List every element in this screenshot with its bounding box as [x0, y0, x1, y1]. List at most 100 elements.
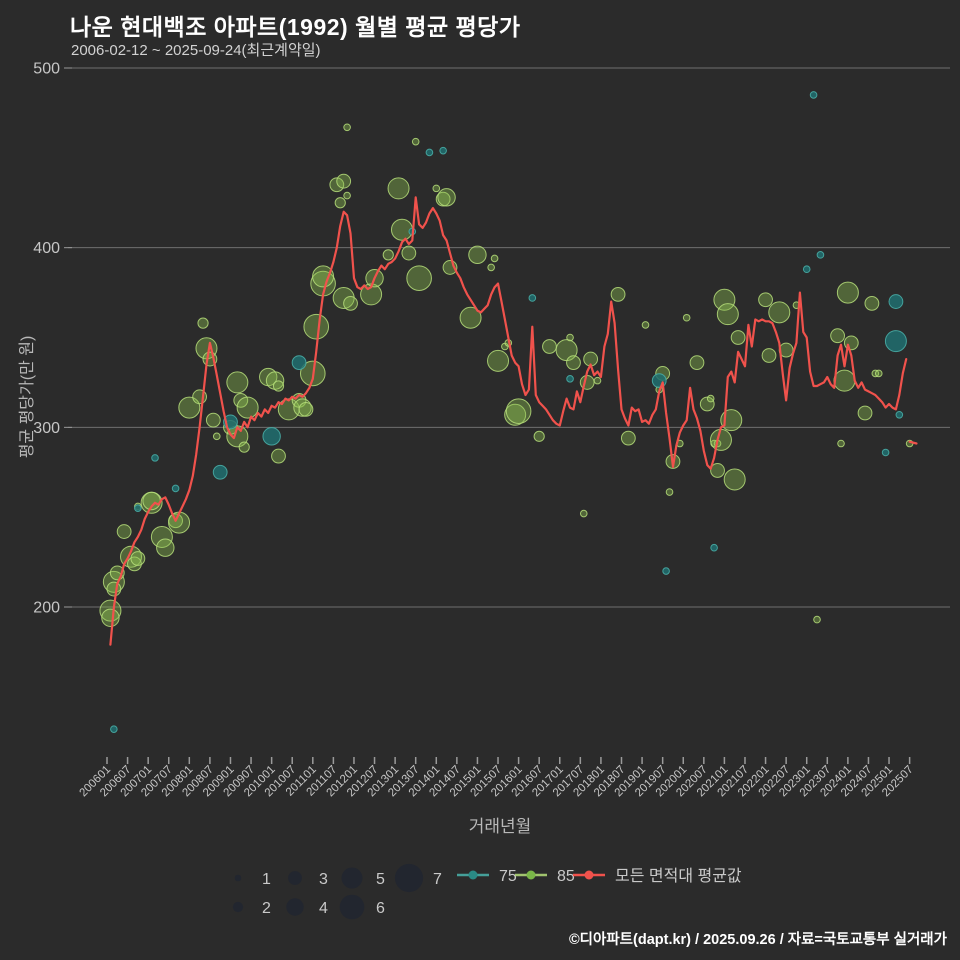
- trade-bubble-85[interactable]: [272, 380, 285, 392]
- trade-bubble-75[interactable]: [884, 330, 907, 353]
- trade-bubble-85[interactable]: [336, 173, 352, 189]
- trade-bubble-85[interactable]: [401, 245, 417, 261]
- trade-bubble-75[interactable]: [262, 427, 281, 446]
- trade-bubble-85[interactable]: [150, 525, 173, 548]
- trade-bubble-75[interactable]: [809, 91, 818, 99]
- trade-bubble-85[interactable]: [758, 292, 773, 308]
- trade-bubble-85[interactable]: [382, 249, 394, 261]
- trade-bubble-85[interactable]: [156, 538, 175, 557]
- trade-bubble-85[interactable]: [130, 551, 146, 566]
- trade-bubble-85[interactable]: [487, 349, 510, 372]
- trade-bubble-85[interactable]: [709, 428, 732, 451]
- trade-bubble-75[interactable]: [802, 265, 811, 274]
- trade-bubble-85[interactable]: [533, 430, 545, 442]
- trade-bubble-85[interactable]: [303, 313, 330, 340]
- trade-bubble-85[interactable]: [298, 401, 314, 417]
- trade-bubble-85[interactable]: [197, 317, 209, 329]
- trade-bubble-85[interactable]: [761, 348, 777, 363]
- trade-bubble-85[interactable]: [542, 339, 557, 354]
- trade-bubble-85[interactable]: [857, 405, 873, 421]
- trade-bubble-85[interactable]: [99, 599, 122, 622]
- trade-bubble-85[interactable]: [432, 184, 441, 193]
- size-legend-circle: [394, 863, 424, 893]
- trade-bubble-85[interactable]: [293, 398, 312, 417]
- trade-bubble-85[interactable]: [593, 376, 602, 385]
- trade-bubble-85[interactable]: [205, 412, 221, 428]
- trade-bubble-85[interactable]: [813, 615, 821, 624]
- trade-bubble-85[interactable]: [238, 441, 250, 453]
- trade-bubble-85[interactable]: [101, 608, 120, 627]
- trade-bubble-85[interactable]: [343, 123, 351, 132]
- trade-bubble-75[interactable]: [528, 294, 537, 302]
- trade-bubble-85[interactable]: [723, 468, 746, 491]
- trade-bubble-75[interactable]: [888, 294, 904, 309]
- trade-bubble-85[interactable]: [836, 281, 859, 304]
- trade-bubble-85[interactable]: [343, 295, 358, 311]
- trade-bubble-85[interactable]: [468, 245, 487, 265]
- trade-bubble-75[interactable]: [291, 355, 307, 371]
- trade-bubble-85[interactable]: [178, 396, 201, 419]
- trade-bubble-85[interactable]: [271, 448, 286, 464]
- trade-bubble-85[interactable]: [566, 333, 574, 342]
- trade-bubble-85[interactable]: [641, 321, 650, 329]
- trade-bubble-85[interactable]: [334, 197, 346, 209]
- trade-bubble-85[interactable]: [874, 369, 883, 378]
- trade-bubble-75[interactable]: [439, 146, 447, 155]
- trade-bubble-75[interactable]: [881, 448, 890, 457]
- trade-bubble-85[interactable]: [343, 191, 351, 200]
- trade-bubble-75[interactable]: [110, 725, 118, 733]
- trade-bubble-85[interactable]: [620, 430, 636, 446]
- trade-bubble-75[interactable]: [212, 464, 228, 480]
- trade-bubble-85[interactable]: [116, 524, 132, 539]
- trade-bubble-75[interactable]: [895, 410, 904, 419]
- legend-item-average[interactable]: 모든 면적대 평균값: [573, 867, 742, 885]
- trade-bubble-75[interactable]: [134, 504, 142, 512]
- trade-bubble-85[interactable]: [864, 295, 880, 311]
- trade-bubble-75[interactable]: [662, 567, 670, 575]
- trade-bubble-85[interactable]: [411, 137, 420, 146]
- trade-bubble-85[interactable]: [360, 283, 383, 306]
- trade-bubble-75[interactable]: [816, 251, 825, 259]
- trade-bubble-85[interactable]: [505, 398, 532, 424]
- trade-bubble-85[interactable]: [716, 303, 739, 326]
- trade-bubble-85[interactable]: [406, 265, 432, 292]
- trade-bubble-85[interactable]: [689, 355, 705, 371]
- legend-item-75[interactable]: 75: [457, 868, 517, 885]
- trade-bubble-75[interactable]: [171, 484, 180, 493]
- trade-bubble-85[interactable]: [236, 396, 259, 419]
- trade-bubble-75[interactable]: [151, 454, 159, 462]
- trade-bubble-85[interactable]: [713, 288, 736, 311]
- trade-bubble-85[interactable]: [459, 306, 482, 329]
- trade-bubble-85[interactable]: [226, 371, 249, 394]
- legend-item-85[interactable]: 85: [515, 868, 575, 885]
- trade-bubble-85[interactable]: [312, 265, 335, 288]
- trade-bubble-85[interactable]: [665, 488, 674, 496]
- trade-bubble-85[interactable]: [833, 369, 856, 392]
- trade-bubble-85[interactable]: [682, 313, 691, 322]
- trade-bubble-85[interactable]: [387, 177, 410, 200]
- trade-bubble-85[interactable]: [212, 432, 221, 441]
- trade-bubble-75[interactable]: [425, 148, 434, 157]
- trade-bubble-85[interactable]: [830, 328, 845, 344]
- trade-bubble-75[interactable]: [566, 375, 574, 383]
- average-line[interactable]: [109, 196, 908, 646]
- trade-bubble-85[interactable]: [226, 425, 249, 448]
- trade-bubble-85[interactable]: [610, 286, 626, 302]
- trade-bubble-85[interactable]: [437, 188, 456, 207]
- trade-bubble-85[interactable]: [579, 375, 595, 390]
- trade-bubble-85[interactable]: [566, 355, 581, 371]
- average-line-detached-segment[interactable]: [908, 440, 918, 445]
- trade-bubble-85[interactable]: [730, 330, 746, 345]
- trade-bubble-75[interactable]: [710, 543, 718, 552]
- trade-bubble-85[interactable]: [579, 509, 588, 518]
- trade-bubble-85[interactable]: [710, 463, 725, 478]
- trade-bubble-85[interactable]: [490, 254, 499, 263]
- trade-bubble-85[interactable]: [837, 439, 845, 448]
- trade-bubble-85[interactable]: [487, 263, 495, 272]
- trade-bubble-85[interactable]: [768, 301, 791, 324]
- trade-bubble-85[interactable]: [329, 177, 345, 193]
- trade-bubble-85[interactable]: [706, 394, 715, 403]
- trade-bubble-85[interactable]: [106, 581, 122, 597]
